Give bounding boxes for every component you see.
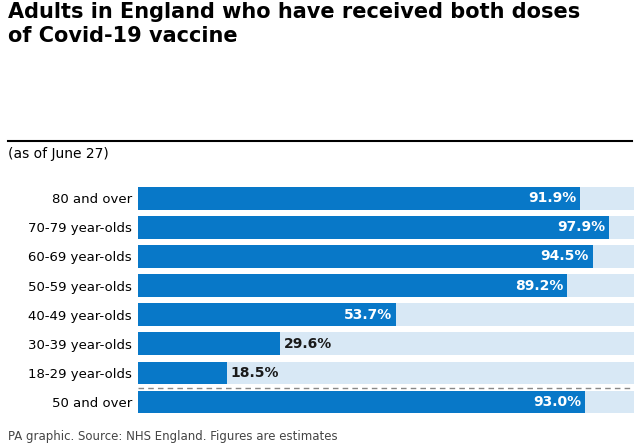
Bar bbox=[138, 362, 634, 384]
Bar bbox=[138, 332, 634, 355]
Bar bbox=[138, 216, 609, 239]
Bar bbox=[138, 391, 634, 414]
Text: 29.6%: 29.6% bbox=[284, 337, 332, 351]
Text: Adults in England who have received both doses
of Covid-19 vaccine: Adults in England who have received both… bbox=[8, 2, 580, 46]
Bar bbox=[138, 245, 634, 268]
Bar bbox=[138, 216, 634, 239]
Bar bbox=[138, 332, 280, 355]
Text: 18.5%: 18.5% bbox=[230, 366, 279, 380]
Bar bbox=[138, 303, 396, 326]
Text: 89.2%: 89.2% bbox=[515, 279, 563, 293]
Text: 94.5%: 94.5% bbox=[540, 250, 589, 263]
Bar bbox=[138, 187, 580, 210]
Text: 53.7%: 53.7% bbox=[344, 308, 392, 322]
Text: 91.9%: 91.9% bbox=[528, 191, 576, 205]
Text: 93.0%: 93.0% bbox=[534, 395, 582, 409]
Bar bbox=[138, 274, 567, 297]
Text: PA graphic. Source: NHS England. Figures are estimates: PA graphic. Source: NHS England. Figures… bbox=[8, 430, 338, 443]
Bar bbox=[138, 245, 593, 268]
Text: (as of June 27): (as of June 27) bbox=[8, 147, 109, 161]
Bar bbox=[138, 274, 634, 297]
Text: 97.9%: 97.9% bbox=[557, 220, 605, 234]
Bar bbox=[138, 391, 586, 414]
Bar bbox=[138, 362, 227, 384]
Bar bbox=[138, 187, 634, 210]
Bar bbox=[138, 303, 634, 326]
